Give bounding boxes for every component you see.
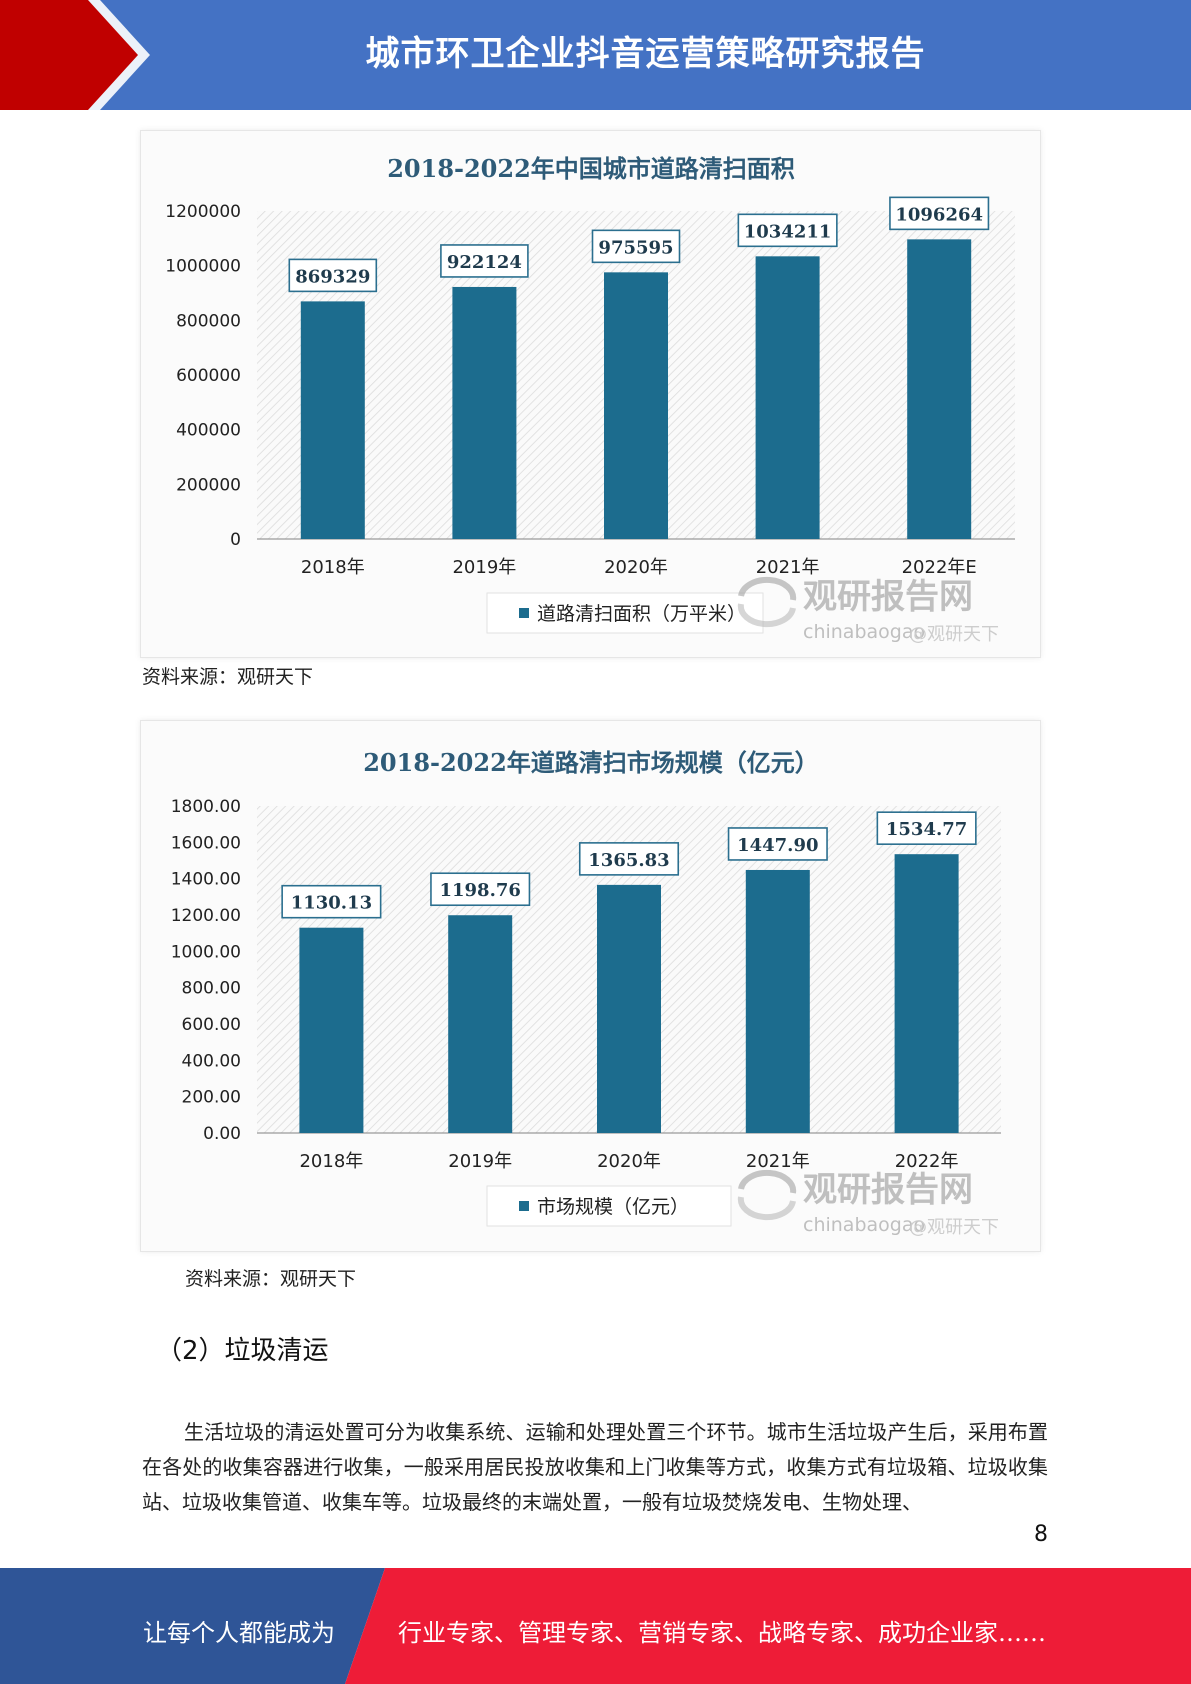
legend-box	[486, 592, 764, 634]
watermark-brand: 观研报告网	[803, 1170, 973, 1210]
x-tick-label: 2019年	[448, 1151, 512, 1172]
legend: 市场规模（亿元）	[486, 1185, 732, 1227]
swirl-logo-icon	[737, 576, 797, 628]
data-label-box	[737, 213, 838, 248]
watermark-domain: chinabaogao	[803, 621, 925, 643]
legend-swatch	[519, 608, 529, 618]
y-tick-label: 1000.00	[171, 942, 241, 962]
data-label: 922124	[447, 252, 522, 273]
page-footer: 让每个人都能成为 行业专家、管理专家、营销专家、战略专家、成功企业家……	[0, 1568, 1191, 1684]
legend-label: 市场规模（亿元）	[537, 1196, 689, 1218]
y-tick-label: 0.00	[203, 1124, 241, 1144]
bar	[894, 854, 959, 1133]
bar-chart-market-size: 2018-2022年道路清扫市场规模（亿元） 0.00 200.00 400.00 60…	[171, 748, 1001, 1238]
y-tick-label: 0	[230, 530, 241, 550]
x-tick-label: 2021年	[746, 1151, 810, 1172]
data-label-box	[430, 872, 531, 907]
y-tick-label: 200.00	[182, 1088, 241, 1108]
data-label-box	[440, 244, 529, 278]
y-tick-label: 600000	[176, 366, 241, 386]
header-arrow-decoration	[0, 0, 150, 110]
watermark-domain: chinabaogao	[803, 1214, 925, 1236]
x-tick-label: 2018年	[301, 557, 365, 578]
y-tick-label: 1200000	[165, 202, 241, 222]
chart-title: 2018-2022年中国城市道路清扫面积	[387, 154, 795, 183]
report-title: 城市环卫企业抖音运营策略研究报告	[365, 34, 926, 74]
data-label: 1130.13	[291, 893, 372, 914]
bar	[300, 301, 365, 539]
data-label: 1447.90	[737, 835, 818, 856]
data-label-box	[889, 196, 990, 231]
bar	[755, 256, 820, 539]
y-tick-label: 1200.00	[171, 906, 241, 926]
chart-title: 2018-2022年道路清扫市场规模（亿元）	[363, 748, 819, 777]
y-tick-label: 800000	[176, 311, 241, 331]
footer-slogan-left: 让每个人都能成为	[143, 1619, 335, 1647]
y-tick-label: 600.00	[182, 1015, 241, 1035]
body-paragraph: 生活垃圾的清运处置可分为收集系统、运输和处理处置三个环节。城市生活垃圾产生后，采…	[142, 1420, 1048, 1514]
y-tick-label: 1600.00	[171, 833, 241, 853]
y-tick-label: 400.00	[182, 1051, 241, 1071]
data-label: 1534.77	[886, 819, 967, 840]
y-tick-label: 400000	[176, 421, 241, 441]
legend-swatch	[519, 1201, 529, 1211]
x-tick-label: 2022年	[895, 1151, 959, 1172]
bar	[604, 272, 668, 539]
watermark: 观研报告网 chinabaogao@观研天下	[737, 1169, 999, 1238]
data-label: 1198.76	[439, 880, 520, 901]
data-label-box	[876, 811, 977, 845]
data-label-box	[578, 842, 680, 876]
bar	[745, 869, 810, 1133]
x-tick-label: 2022年E	[902, 557, 977, 578]
chart-panel-road-area: 2018-2022年中国城市道路清扫面积 0 200000 400000 600000 8…	[140, 130, 1041, 658]
y-tick-label: 1800.00	[171, 797, 241, 817]
page-number: 8	[1034, 1522, 1048, 1547]
y-tick-label: 800.00	[182, 979, 241, 999]
footer-slogan-right: 行业专家、管理专家、营销专家、战略专家、成功企业家……	[398, 1619, 1046, 1647]
watermark-overlay: @观研天下	[909, 624, 999, 645]
y-tick-label: 1400.00	[171, 870, 241, 890]
bar	[907, 239, 972, 540]
y-tick-label: 200000	[176, 475, 241, 495]
page-header: 城市环卫企业抖音运营策略研究报告	[0, 0, 1191, 110]
watermark-overlay: @观研天下	[909, 1217, 999, 1238]
data-label-box	[727, 827, 828, 861]
y-tick-label: 1000000	[165, 257, 241, 277]
watermark-brand: 观研报告网	[803, 577, 973, 617]
x-tick-label: 2020年	[597, 1151, 661, 1172]
bar	[452, 286, 517, 539]
data-label: 1365.83	[588, 850, 669, 871]
legend: 道路清扫面积（万平米）	[486, 592, 764, 634]
data-label-box	[591, 229, 681, 264]
data-label-box	[288, 258, 378, 293]
data-label: 1034211	[744, 221, 832, 242]
bar	[597, 884, 661, 1133]
data-label: 975595	[598, 237, 673, 258]
x-tick-label: 2021年	[756, 557, 820, 578]
bar	[448, 915, 513, 1133]
chart-panel-market-size: 2018-2022年道路清扫市场规模（亿元） 0.00 200.00 400.00 60…	[140, 720, 1041, 1252]
legend-label: 道路清扫面积（万平米）	[537, 603, 746, 625]
data-label: 869329	[295, 266, 370, 287]
x-tick-label: 2019年	[452, 557, 516, 578]
chart-source-1: 资料来源：观研天下	[142, 666, 314, 688]
data-label-box	[281, 884, 382, 919]
x-tick-label: 2020年	[604, 557, 668, 578]
bar-chart-road-area: 2018-2022年中国城市道路清扫面积 0 200000 400000 600000 8…	[165, 154, 1015, 645]
watermark: 观研报告网 chinabaogao@观研天下	[737, 576, 999, 645]
swirl-logo-icon	[737, 1169, 797, 1221]
chart-source-2: 资料来源：观研天下	[185, 1268, 357, 1290]
section-heading: （2）垃圾清运	[156, 1336, 329, 1366]
bar	[299, 927, 364, 1133]
data-label: 1096264	[895, 204, 983, 225]
x-tick-label: 2018年	[299, 1151, 363, 1172]
footer-background	[0, 1568, 1191, 1684]
